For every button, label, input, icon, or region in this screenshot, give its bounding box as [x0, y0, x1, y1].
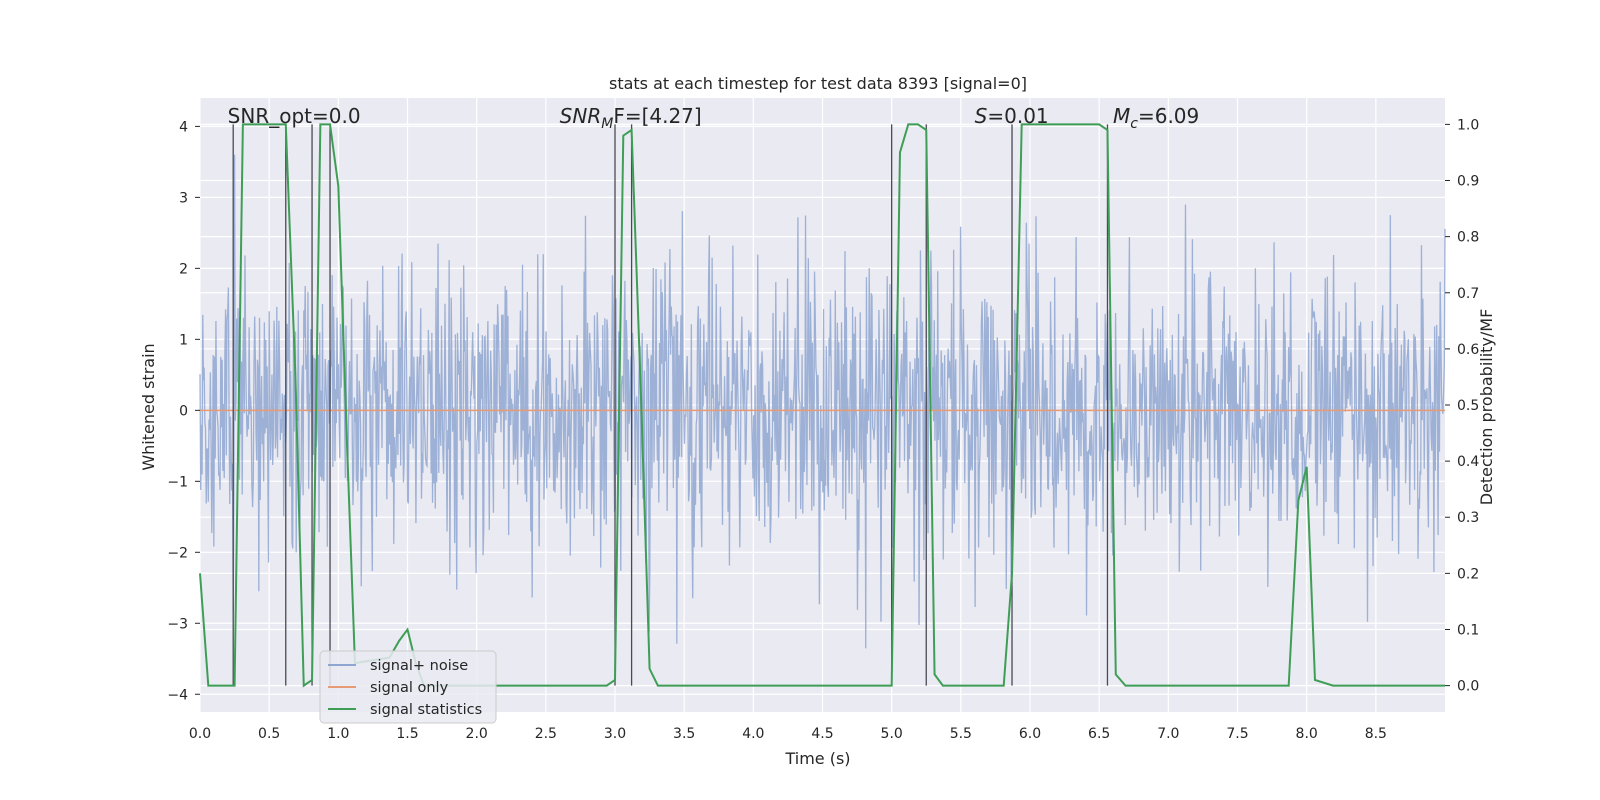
annotation-0: SNR_opt=0.0 [228, 104, 361, 128]
y-right-tick-label: 0.6 [1457, 342, 1479, 358]
signal-statistics-line [199, 123, 1445, 688]
x-tick-label: 8.5 [1365, 726, 1387, 742]
x-tick-label: 1.0 [327, 726, 349, 742]
y-left-tick-label: −3 [167, 616, 188, 632]
y-right-axis-ticks: 1.0 0.9 0.8 0.7 0.6 0.5 0.4 0.3 0.2 0.1 0.0 [1445, 117, 1479, 695]
y-left-tick-label: 3 [179, 190, 188, 206]
y-left-tick-label: 4 [179, 119, 188, 135]
annotation-2: S=0.01 [975, 104, 1049, 128]
x-tick-label: 3.5 [673, 726, 695, 742]
y-left-tick-label: 1 [179, 332, 188, 348]
y-left-tick-label: −2 [167, 545, 188, 561]
x-tick-label: 3.0 [604, 726, 626, 742]
series-signal-noise [199, 154, 1446, 649]
x-tick-label: 7.5 [1226, 726, 1248, 742]
noise-line [199, 154, 1446, 649]
y-left-axis-ticks: 4 3 2 1 0 −1 −2 −3 −4 [167, 119, 200, 703]
x-tick-label: 4.5 [811, 726, 833, 742]
x-axis-ticks: 0.0 0.5 1.0 1.5 2.0 2.5 3.0 3.5 4.0 4.5 5.0 5.5 6.0 6… [189, 726, 1387, 742]
y-right-axis-label: Detection probability/MF [1477, 309, 1496, 506]
y-right-tick-label: 0.3 [1457, 510, 1479, 526]
y-right-tick-label: 0.8 [1457, 230, 1479, 246]
legend-label: signal+ noise [370, 658, 468, 674]
y-right-tick-label: 0.9 [1457, 174, 1479, 190]
x-tick-label: 7.0 [1157, 726, 1179, 742]
vertical-markers [232, 124, 1109, 686]
series-signal-statistics [199, 123, 1445, 688]
x-tick-label: 0.0 [189, 726, 211, 742]
y-left-tick-label: 2 [179, 261, 188, 277]
x-tick-label: 0.5 [258, 726, 280, 742]
chart-title: stats at each timestep for test data 839… [609, 74, 1027, 93]
legend-box [319, 650, 497, 724]
y-right-tick-label: 0.5 [1457, 398, 1479, 414]
x-tick-label: 6.0 [1019, 726, 1041, 742]
legend-label: signal statistics [370, 702, 482, 718]
y-left-tick-label: −1 [167, 474, 188, 490]
annotation-3: Mc=6.09 [1113, 104, 1199, 132]
y-right-tick-label: 0.0 [1457, 679, 1479, 695]
x-tick-label: 4.0 [742, 726, 764, 742]
y-left-tick-label: −4 [167, 687, 188, 703]
x-tick-label: 6.5 [1088, 726, 1110, 742]
x-tick-label: 1.5 [396, 726, 418, 742]
x-tick-label: 5.0 [881, 726, 903, 742]
annotation-1: SNRMF=[4.27] [560, 104, 702, 132]
y-right-tick-label: 1.0 [1457, 117, 1479, 133]
x-tick-label: 2.0 [466, 726, 488, 742]
y-left-axis-label: Whitened strain [139, 343, 158, 470]
legend: signal+ noise signal only signal statistic… [319, 650, 497, 724]
x-tick-label: 5.5 [950, 726, 972, 742]
y-right-tick-label: 0.2 [1457, 566, 1479, 582]
x-axis-label: Time (s) [784, 749, 850, 768]
y-right-tick-label: 0.7 [1457, 286, 1479, 302]
y-left-tick-label: 0 [179, 403, 188, 419]
x-tick-label: 8.0 [1296, 726, 1318, 742]
y-right-tick-label: 0.1 [1457, 622, 1479, 638]
annotations: SNR_opt=0.0 SNRMF=[4.27] S=0.01 Mc=6.09 [228, 104, 1200, 132]
y-right-tick-label: 0.4 [1457, 454, 1479, 470]
x-tick-label: 2.5 [535, 726, 557, 742]
legend-label: signal only [370, 680, 449, 696]
